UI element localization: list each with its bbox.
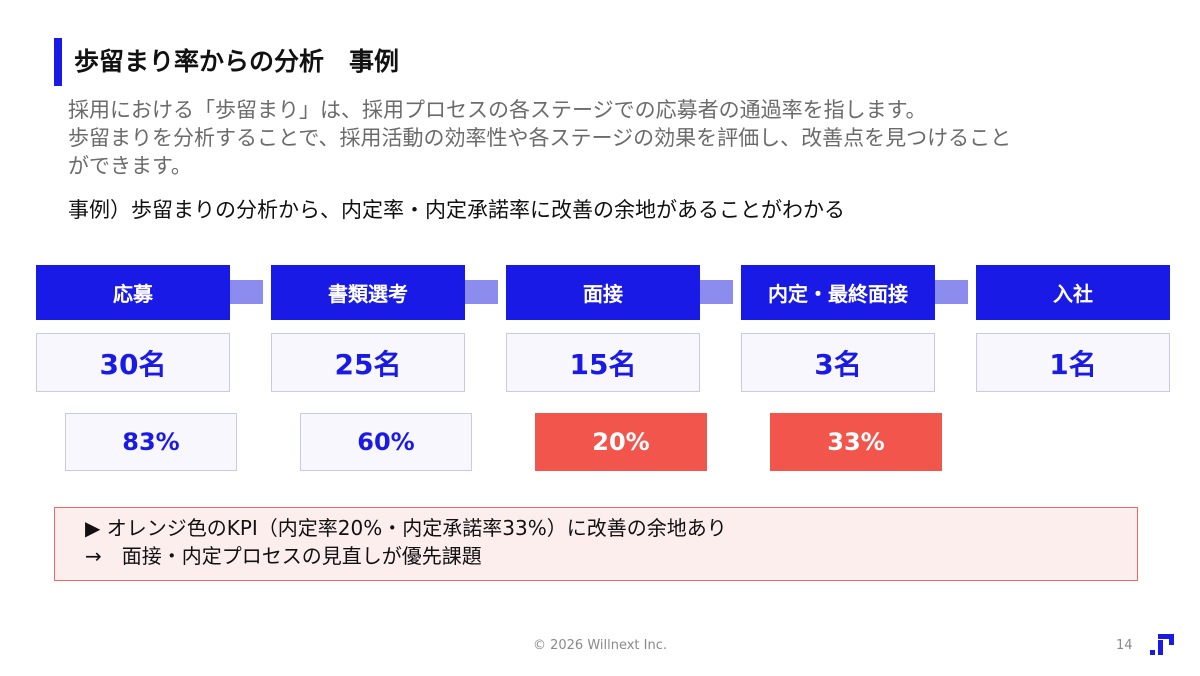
- rate-screening-to-interview: 60%: [300, 413, 472, 471]
- description-line-2: 歩留まりを分析することで、採用活動の効率性や各ステージの効果を評価し、改善点を見…: [68, 126, 1012, 150]
- stage-connector: [700, 280, 733, 304]
- insight-callout: ▶ オレンジ色のKPI（内定率20%・内定承諾率33%）に改善の余地あり → 面…: [54, 507, 1138, 581]
- insight-line-2: → 面接・内定プロセスの見直しが優先課題: [85, 544, 482, 568]
- stage-interview: 面接: [506, 265, 700, 320]
- stage-document-screening: 書類選考: [271, 265, 465, 320]
- willnext-logo-icon: [1150, 634, 1174, 655]
- title-accent-bar: [54, 38, 62, 86]
- page-number: 14: [1116, 638, 1133, 653]
- insight-line-1: ▶ オレンジ色のKPI（内定率20%・内定承諾率33%）に改善の余地あり: [85, 516, 727, 540]
- slide-title: 歩留まり率からの分析 事例: [74, 47, 400, 76]
- example-statement: 事例）歩留まりの分析から、内定率・内定承諾率に改善の余地があることがわかる: [68, 198, 845, 222]
- rate-application-to-screening: 83%: [65, 413, 237, 471]
- stage-joined: 入社: [976, 265, 1170, 320]
- count-joined: 1名: [976, 333, 1170, 392]
- count-application: 30名: [36, 333, 230, 392]
- copyright: © 2026 Willnext Inc.: [532, 638, 668, 653]
- count-interview: 15名: [506, 333, 700, 392]
- description: 採用における「歩留まり」は、採用プロセスの各ステージでの応募者の通過率を指します…: [68, 96, 1148, 180]
- description-line-3: ができます。: [68, 154, 192, 178]
- stage-connector: [935, 280, 968, 304]
- rate-interview-to-offer: 20%: [535, 413, 707, 471]
- stage-offer-final-interview: 内定・最終面接: [741, 265, 935, 320]
- rate-offer-to-join: 33%: [770, 413, 942, 471]
- description-line-1: 採用における「歩留まり」は、採用プロセスの各ステージでの応募者の通過率を指します…: [68, 98, 927, 122]
- stage-connector: [465, 280, 498, 304]
- stage-connector: [230, 280, 263, 304]
- count-document-screening: 25名: [271, 333, 465, 392]
- stage-application: 応募: [36, 265, 230, 320]
- count-offer-final-interview: 3名: [741, 333, 935, 392]
